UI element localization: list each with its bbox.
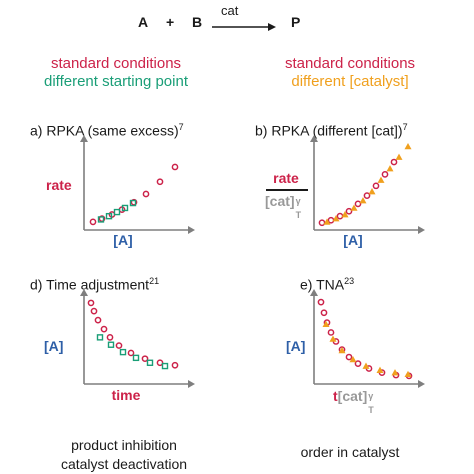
x-axis-arrow-icon bbox=[188, 226, 195, 234]
data-point-circle bbox=[100, 325, 108, 333]
panel-a-title: a) RPKA (same excess)7 bbox=[30, 122, 184, 139]
data-point-triangle bbox=[391, 369, 399, 376]
panel-d-caption-line2: catalyst deactivation bbox=[60, 456, 188, 472]
data-point-circle bbox=[390, 158, 398, 166]
panel-b-fraction-line bbox=[266, 189, 308, 191]
data-point-circle bbox=[317, 298, 325, 306]
data-point-circle bbox=[90, 307, 98, 315]
data-point-triangle bbox=[323, 218, 331, 225]
data-point-circle bbox=[320, 309, 328, 317]
y-axis-arrow-icon bbox=[80, 135, 88, 142]
panel-d-title: d) Time adjustment21 bbox=[30, 276, 160, 293]
panel-a-ylabel: rate bbox=[46, 177, 72, 193]
data-point-square bbox=[105, 212, 113, 220]
data-point-circle bbox=[156, 178, 164, 186]
data-point-circle bbox=[141, 355, 149, 363]
data-point-circle bbox=[372, 182, 380, 190]
data-point-triangle bbox=[376, 366, 384, 373]
data-point-triangle bbox=[359, 197, 367, 204]
data-point-circle bbox=[171, 163, 179, 171]
arrow-label: cat bbox=[221, 3, 239, 18]
data-point-square bbox=[107, 341, 115, 348]
x-axis-arrow-icon bbox=[418, 380, 425, 388]
left-header-line2: different starting point bbox=[44, 73, 188, 90]
data-point-circle bbox=[363, 192, 371, 200]
data-point-circle bbox=[115, 342, 123, 349]
data-point-triangle bbox=[395, 153, 403, 160]
panel-b-ylabel-numerator: rate bbox=[273, 170, 299, 186]
panel-e-title: e) TNA23 bbox=[300, 276, 355, 293]
data-point-triangle bbox=[329, 335, 337, 342]
data-point-triangle bbox=[377, 176, 385, 183]
right-header-line1: standard conditions bbox=[284, 55, 416, 72]
data-point-triangle bbox=[322, 320, 330, 328]
data-point-triangle bbox=[404, 142, 412, 150]
data-point-triangle bbox=[349, 356, 357, 363]
data-point-square bbox=[129, 199, 137, 207]
data-point-triangle bbox=[350, 204, 358, 211]
data-point-triangle bbox=[404, 370, 412, 378]
x-axis-arrow-icon bbox=[188, 380, 195, 388]
data-point-square bbox=[161, 362, 169, 370]
data-point-circle bbox=[98, 215, 106, 222]
data-point-square bbox=[119, 348, 127, 356]
data-point-triangle bbox=[362, 362, 370, 369]
reactant-a: A bbox=[138, 14, 149, 30]
data-point-square bbox=[113, 208, 121, 216]
data-point-square bbox=[96, 334, 104, 341]
data-point-circle bbox=[106, 334, 114, 341]
data-point-circle bbox=[336, 212, 344, 220]
panel-b-title: b) RPKA (different [cat])7 bbox=[255, 122, 408, 139]
panel-d-xlabel: time bbox=[111, 387, 141, 403]
left-header-line1: standard conditions bbox=[50, 55, 182, 72]
data-point-square bbox=[146, 359, 154, 366]
data-point-triangle bbox=[368, 188, 376, 195]
data-point-triangle bbox=[332, 215, 340, 222]
panel-a-xlabel: [A] bbox=[113, 232, 133, 248]
data-point-circle bbox=[89, 218, 97, 226]
panel-b-ylabel-denominator: [cat] γ T bbox=[265, 193, 302, 220]
data-point-circle bbox=[130, 198, 138, 206]
panel-d-caption-line1: product inhibition bbox=[71, 437, 177, 453]
data-point-triangle bbox=[386, 165, 394, 172]
data-point-circle bbox=[381, 170, 389, 178]
y-axis-arrow-icon bbox=[310, 289, 318, 296]
data-point-circle bbox=[87, 299, 95, 307]
data-point-square bbox=[97, 216, 105, 223]
reaction-arrow-icon bbox=[212, 23, 276, 31]
data-point-square bbox=[121, 204, 129, 212]
data-point-circle bbox=[171, 361, 179, 369]
panel-e-caption: order in catalyst bbox=[300, 444, 400, 460]
data-point-circle bbox=[345, 353, 353, 361]
data-point-circle bbox=[127, 349, 135, 357]
panel-d-ylabel: [A] bbox=[44, 338, 64, 354]
panel-d-plot bbox=[80, 289, 195, 388]
data-point-circle bbox=[345, 207, 353, 215]
data-point-circle bbox=[327, 216, 335, 224]
x-axis-arrow-icon bbox=[418, 226, 425, 234]
data-point-circle bbox=[156, 359, 164, 367]
data-point-circle bbox=[142, 190, 150, 198]
panel-e-xlabel: t[cat] γ T bbox=[333, 388, 374, 415]
product: P bbox=[291, 14, 301, 30]
right-header-line2: different [catalyst] bbox=[291, 73, 409, 90]
data-point-triangle bbox=[341, 211, 349, 218]
data-point-circle bbox=[94, 316, 102, 324]
y-axis-arrow-icon bbox=[310, 135, 318, 142]
y-axis-arrow-icon bbox=[80, 289, 88, 296]
panel-e-plot bbox=[310, 289, 425, 388]
data-point-circle bbox=[354, 360, 362, 367]
panel-b-xlabel: [A] bbox=[343, 232, 363, 248]
reactant-b: B bbox=[192, 14, 203, 30]
data-point-square bbox=[132, 354, 140, 362]
data-point-triangle bbox=[338, 346, 346, 354]
data-point-circle bbox=[327, 329, 335, 336]
reaction-scheme: A + B cat P bbox=[0, 3, 474, 38]
data-point-circle bbox=[354, 200, 362, 208]
panel-b-plot bbox=[310, 135, 425, 234]
panel-e-ylabel: [A] bbox=[286, 338, 306, 354]
plus-sign: + bbox=[166, 14, 175, 30]
panel-a-plot bbox=[80, 135, 195, 234]
